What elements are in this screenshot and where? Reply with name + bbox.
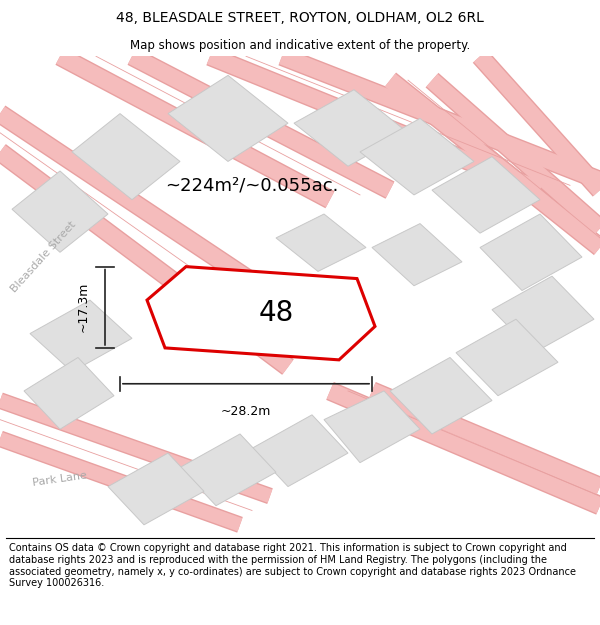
Polygon shape — [12, 171, 108, 252]
Polygon shape — [492, 276, 594, 352]
Text: Park Lane: Park Lane — [32, 471, 88, 488]
Polygon shape — [372, 224, 462, 286]
Text: 48, BLEASDALE STREET, ROYTON, OLDHAM, OL2 6RL: 48, BLEASDALE STREET, ROYTON, OLDHAM, OL… — [116, 11, 484, 25]
Polygon shape — [294, 90, 408, 166]
Polygon shape — [24, 357, 114, 429]
Polygon shape — [324, 391, 420, 462]
Polygon shape — [276, 214, 366, 271]
Text: ~224m²/~0.055ac.: ~224m²/~0.055ac. — [166, 176, 338, 194]
Text: Bleasdale Street: Bleasdale Street — [9, 219, 77, 294]
Text: Map shows position and indicative extent of the property.: Map shows position and indicative extent… — [130, 39, 470, 52]
Text: 48: 48 — [259, 299, 294, 328]
Polygon shape — [432, 157, 540, 233]
Polygon shape — [360, 118, 474, 195]
Polygon shape — [168, 76, 288, 161]
Polygon shape — [30, 300, 132, 372]
Polygon shape — [180, 434, 276, 506]
Text: ~17.3m: ~17.3m — [77, 282, 90, 332]
Polygon shape — [108, 453, 204, 525]
Polygon shape — [390, 357, 492, 434]
Polygon shape — [480, 214, 582, 291]
Polygon shape — [456, 319, 558, 396]
Polygon shape — [72, 114, 180, 200]
Polygon shape — [252, 415, 348, 486]
Text: ~28.2m: ~28.2m — [221, 405, 271, 418]
Polygon shape — [147, 267, 375, 360]
Text: Contains OS data © Crown copyright and database right 2021. This information is : Contains OS data © Crown copyright and d… — [9, 543, 576, 588]
